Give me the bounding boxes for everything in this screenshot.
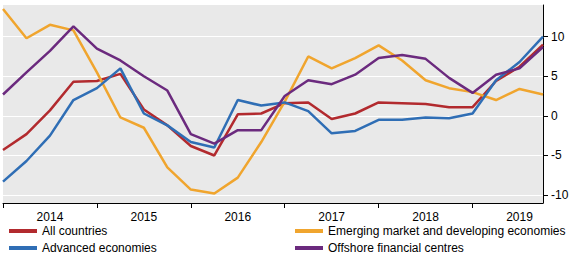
svg-text:2014: 2014 [37,210,64,224]
svg-text:2018: 2018 [412,210,439,224]
svg-text:Advanced economies: Advanced economies [42,241,157,255]
svg-text:-5: -5 [551,148,562,162]
svg-text:Offshore financial centres: Offshore financial centres [328,241,464,255]
svg-text:-10: -10 [551,188,569,202]
svg-text:All countries: All countries [42,224,107,238]
svg-text:5: 5 [551,69,558,83]
svg-text:0: 0 [551,109,558,123]
svg-text:Emerging market and developing: Emerging market and developing economies [328,224,565,238]
svg-text:2016: 2016 [224,210,251,224]
svg-text:2017: 2017 [318,210,345,224]
svg-text:2015: 2015 [131,210,158,224]
svg-text:2019: 2019 [506,210,533,224]
svg-text:10: 10 [551,30,565,44]
